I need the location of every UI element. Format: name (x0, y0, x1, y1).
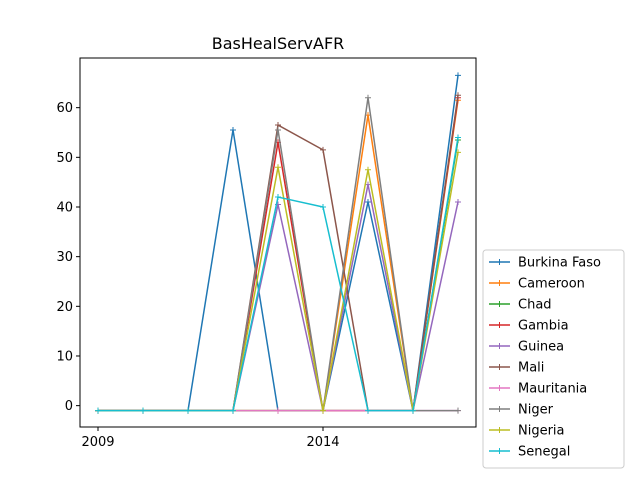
y-tick-label: 20 (56, 300, 73, 315)
x-tick-label: 2009 (81, 435, 114, 450)
data-point (410, 407, 416, 414)
legend-item-guinea: Guinea (489, 340, 564, 355)
data-point (365, 181, 371, 188)
series-nigeria (95, 149, 461, 414)
legend-marker (496, 427, 503, 433)
data-point (320, 203, 326, 210)
data-point (275, 194, 281, 201)
legend-marker (496, 259, 503, 265)
data-point (455, 134, 461, 141)
data-point (230, 407, 236, 414)
legend-label: Burkina Faso (518, 256, 601, 271)
legend-label: Senegal (518, 445, 570, 460)
data-point (275, 407, 281, 414)
data-point (455, 407, 461, 414)
legend-item-nigeria: Nigeria (489, 424, 565, 439)
data-point (320, 407, 326, 414)
legend-label: Niger (518, 403, 554, 418)
y-tick-label: 40 (56, 200, 73, 215)
series-line-guinea (98, 183, 459, 412)
data-point (455, 92, 461, 99)
data-point (365, 199, 371, 206)
legend-marker (496, 385, 503, 391)
data-point (320, 146, 326, 153)
legend-label: Mali (518, 361, 544, 376)
data-point (365, 407, 371, 414)
plot-area (79, 57, 477, 428)
legend-item-chad: Chad (489, 298, 552, 313)
legend-label: Cameroon (518, 277, 585, 292)
data-point (455, 72, 461, 79)
legend-item-niger: Niger (489, 403, 554, 418)
legend-label: Mauritania (518, 382, 587, 397)
legend-item-mauritania: Mauritania (489, 382, 587, 397)
x-axis: 2009 2014 (81, 427, 340, 450)
legend-marker (496, 406, 503, 412)
legend-box (482, 249, 625, 469)
y-tick-label: 0 (65, 399, 73, 414)
legend-marker (496, 448, 503, 454)
legend-label: Gambia (518, 319, 569, 334)
legend-item-cameroon: Cameroon (489, 277, 585, 292)
legend-item-burkina-faso: Burkina Faso (489, 256, 601, 271)
data-point (230, 127, 236, 134)
y-tick-label: 30 (56, 250, 73, 265)
data-point (275, 164, 281, 171)
data-point (455, 199, 461, 206)
y-tick-label: 10 (56, 349, 73, 364)
y-tick-label: 60 (56, 101, 73, 116)
data-point (275, 127, 281, 134)
legend-item-senegal: Senegal (489, 445, 570, 460)
legend-label: Chad (518, 298, 552, 313)
data-point (365, 166, 371, 173)
series-guinea (95, 181, 461, 414)
legend-marker (496, 301, 503, 307)
y-axis: 0 10 20 30 40 50 60 (56, 101, 80, 414)
legend-item-gambia: Gambia (489, 319, 569, 334)
data-point (140, 407, 146, 414)
data-point (185, 407, 191, 414)
legend-marker (496, 322, 503, 328)
legend-item-mali: Mali (489, 361, 544, 376)
plot-frame (79, 57, 477, 428)
series-senegal (95, 134, 461, 414)
x-tick-label: 2014 (306, 435, 339, 450)
legend-marker (496, 343, 503, 349)
legend-label: Nigeria (518, 424, 565, 439)
legend-label: Guinea (518, 340, 564, 355)
y-tick-label: 50 (56, 151, 73, 166)
data-point (365, 94, 371, 101)
data-point (95, 407, 101, 414)
legend-marker (496, 364, 503, 370)
legend-marker (496, 280, 503, 286)
legend: Burkina Faso Cameroon Chad Gambia Guinea Mali… (482, 249, 625, 469)
chart-title: BasHealServAFR (212, 34, 345, 53)
